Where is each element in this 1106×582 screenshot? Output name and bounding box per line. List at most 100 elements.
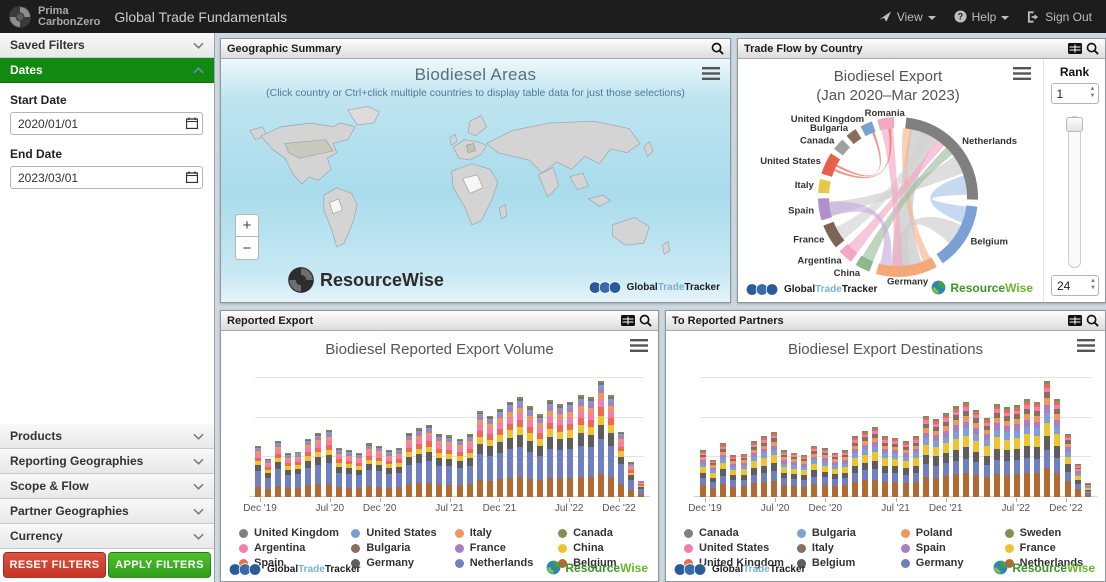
bar-Aug-21[interactable] — [902, 441, 909, 497]
bar-Mar-20[interactable] — [730, 455, 737, 497]
chord-arc-canada[interactable] — [834, 139, 851, 156]
bar-Apr-22[interactable] — [983, 417, 990, 497]
chord-arc-france[interactable] — [823, 221, 845, 248]
chord-arc-bulgaria[interactable] — [846, 129, 862, 145]
bar-May-20[interactable] — [750, 441, 757, 497]
bar-May-22[interactable] — [993, 403, 1000, 497]
bar-Nov-21[interactable] — [932, 419, 939, 497]
bar-Aug-20[interactable] — [781, 450, 787, 497]
sidebar-item-products[interactable]: Products — [0, 424, 214, 449]
chord-ribbon[interactable] — [835, 132, 933, 240]
bar-Sep-21[interactable] — [466, 434, 473, 497]
rank-slider[interactable] — [1066, 116, 1083, 268]
zoom-out-button[interactable]: − — [235, 237, 259, 260]
bar-Jan-22[interactable] — [506, 401, 513, 497]
rank-bottom-input[interactable] — [1051, 275, 1099, 296]
bar-Jun-21[interactable] — [882, 436, 889, 497]
legend-item-spain[interactable]: Spain — [900, 542, 1005, 554]
bar-Jul-22[interactable] — [567, 401, 574, 497]
legend-item-united-states[interactable]: United States — [684, 542, 797, 554]
legend-item-belgium[interactable]: Belgium — [558, 557, 648, 569]
bar-May-21[interactable] — [872, 427, 879, 497]
bar-Mar-20[interactable] — [285, 452, 292, 497]
bar-Jun-22[interactable] — [1003, 407, 1010, 497]
sidebar-item-dates[interactable]: Dates — [0, 58, 214, 83]
bar-Dec-21[interactable] — [496, 408, 503, 497]
sign-out-button[interactable]: Sign Out — [1027, 10, 1092, 24]
bar-Feb-21[interactable] — [396, 448, 403, 497]
legend-item-netherlands[interactable]: Netherlands — [454, 557, 558, 569]
spinner-icon[interactable]: ▲ ▼ — [1090, 278, 1096, 291]
bar-Aug-20[interactable] — [335, 448, 342, 497]
legend-item-bulgaria[interactable]: Bulgaria — [796, 527, 901, 539]
search-icon[interactable] — [1086, 42, 1099, 55]
bar-Feb-21[interactable] — [841, 450, 848, 497]
bar-May-20[interactable] — [305, 438, 312, 497]
bar-Jun-21[interactable] — [436, 434, 443, 497]
bar-Jun-22[interactable] — [557, 403, 564, 497]
bar-Apr-21[interactable] — [416, 428, 423, 497]
bar-Apr-21[interactable] — [862, 430, 868, 497]
view-menu[interactable]: View — [878, 10, 936, 24]
bar-Jun-20[interactable] — [760, 436, 767, 497]
bar-Nov-21[interactable] — [486, 415, 493, 497]
legend-item-belgium[interactable]: Belgium — [796, 557, 901, 569]
bar-Sep-21[interactable] — [912, 436, 919, 497]
bar-Mar-21[interactable] — [406, 432, 413, 497]
chord-ribbon[interactable] — [834, 128, 892, 179]
legend-item-germany[interactable]: Germany — [351, 557, 454, 569]
bar-Feb-22[interactable] — [963, 401, 970, 497]
legend-item-canada[interactable]: Canada — [684, 527, 797, 539]
bar-Dec-22[interactable] — [1064, 434, 1071, 497]
bar-May-21[interactable] — [426, 424, 433, 497]
bar-Jul-21[interactable] — [892, 437, 899, 497]
bar-Jan-22[interactable] — [953, 406, 960, 497]
legend-item-spain[interactable]: Spain — [239, 557, 351, 569]
legend-item-france[interactable]: France — [1004, 542, 1095, 554]
chord-arc-romania[interactable] — [877, 117, 895, 131]
bar-Aug-22[interactable] — [577, 394, 584, 497]
bar-Jul-22[interactable] — [1013, 405, 1020, 497]
rank-top-input[interactable] — [1050, 83, 1099, 104]
chord-arc-united-states[interactable] — [821, 153, 841, 177]
bar-Oct-22[interactable] — [1044, 380, 1051, 497]
bar-Jul-21[interactable] — [446, 435, 453, 497]
legend-item-canada[interactable]: Canada — [558, 527, 648, 539]
bar-Dec-20[interactable] — [821, 448, 828, 497]
bar-plot-area[interactable] — [694, 377, 1097, 497]
bar-Jul-20[interactable] — [325, 429, 332, 497]
calendar-icon[interactable] — [186, 171, 198, 183]
bar-Nov-22[interactable] — [607, 394, 614, 497]
rank-slider-handle[interactable] — [1066, 117, 1083, 132]
bar-Sep-20[interactable] — [345, 450, 352, 497]
chord-arc-netherlands[interactable] — [905, 117, 978, 200]
end-date-input[interactable] — [10, 166, 203, 189]
bar-Oct-20[interactable] — [355, 452, 362, 497]
bar-Feb-23[interactable] — [637, 480, 644, 497]
chord-ribbon[interactable] — [893, 216, 962, 266]
bar-Dec-19[interactable] — [700, 450, 706, 497]
legend-item-united-kingdom[interactable]: United Kingdom — [684, 557, 797, 569]
bar-Feb-20[interactable] — [720, 443, 727, 497]
chord-ribbon[interactable] — [829, 201, 892, 266]
bar-Jan-20[interactable] — [265, 458, 272, 497]
legend-item-italy[interactable]: Italy — [796, 542, 901, 554]
bar-Jul-20[interactable] — [770, 431, 777, 497]
chord-arc-belgium[interactable] — [936, 205, 978, 264]
bar-Nov-22[interactable] — [1054, 399, 1061, 497]
table-icon[interactable] — [1068, 43, 1082, 54]
bar-Oct-21[interactable] — [922, 415, 929, 497]
bar-Sep-22[interactable] — [1034, 401, 1041, 497]
bar-Feb-22[interactable] — [517, 396, 524, 497]
bar-Apr-20[interactable] — [295, 451, 302, 497]
chord-ribbon[interactable] — [930, 175, 967, 223]
bar-Mar-22[interactable] — [527, 406, 534, 497]
bar-May-22[interactable] — [547, 400, 554, 497]
chart-menu-icon[interactable] — [1077, 339, 1095, 352]
chart-menu-icon[interactable] — [702, 67, 720, 80]
apply-filters-button[interactable]: APPLY FILTERS — [108, 552, 211, 578]
bar-Jan-23[interactable] — [627, 462, 634, 497]
bar-Jan-20[interactable] — [710, 459, 717, 497]
start-date-input[interactable] — [10, 112, 203, 135]
